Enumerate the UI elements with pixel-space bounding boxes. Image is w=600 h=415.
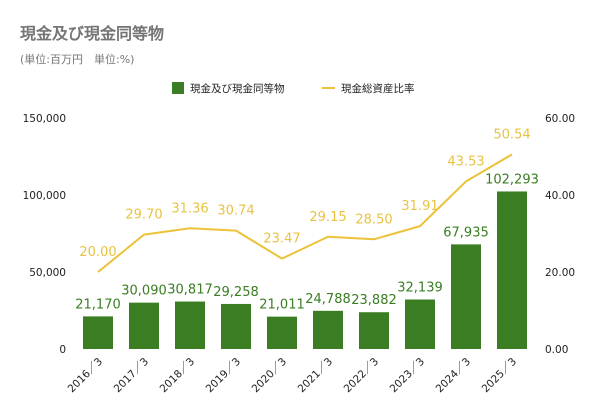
legend-label-bar: 現金及び現金同等物 — [190, 82, 285, 95]
bar — [221, 303, 251, 349]
x-tick-label: 2025／3 — [480, 356, 520, 396]
bar-data-label: 23,882 — [351, 293, 397, 308]
bar — [451, 244, 481, 349]
y-left-tick-label: 150,000 — [23, 113, 66, 125]
line-series — [97, 153, 513, 273]
line-data-label: 20.00 — [79, 245, 116, 260]
bars — [83, 191, 527, 349]
bar-data-label: 67,935 — [443, 225, 489, 240]
y-left-tick-label: 0 — [59, 344, 66, 356]
bar-data-label: 102,293 — [485, 172, 539, 187]
bar — [313, 310, 343, 349]
line-data-label: 30.74 — [217, 204, 254, 219]
bar-data-label: 21,170 — [75, 297, 121, 312]
x-tick-label: 2023／3 — [388, 356, 428, 396]
line-path — [97, 153, 513, 273]
line-data-label: 29.15 — [309, 210, 346, 225]
x-tick-label: 2022／3 — [342, 356, 382, 396]
bar — [267, 316, 297, 349]
legend-swatch-bar — [172, 82, 184, 94]
line-data-label: 28.50 — [355, 212, 392, 227]
line-data-label: 43.53 — [447, 154, 484, 169]
bar — [405, 299, 435, 349]
legend-label-line: 現金総資産比率 — [341, 82, 415, 95]
line-data-label: 31.91 — [401, 199, 438, 214]
x-tick-label: 2021／3 — [296, 356, 336, 396]
bar — [129, 302, 159, 349]
bar — [497, 191, 527, 349]
bar-data-label: 21,011 — [259, 298, 305, 313]
legend: 現金及び現金同等物 現金総資産比率 — [172, 82, 415, 95]
bar — [83, 316, 113, 349]
bar-data-label: 30,817 — [167, 283, 213, 298]
x-tick-label: 2017／3 — [112, 356, 152, 396]
y-right-tick-label: 0.00 — [545, 344, 568, 356]
bar — [175, 301, 205, 349]
bar-data-label: 29,258 — [213, 285, 259, 300]
x-tick-label: 2016／3 — [66, 356, 106, 396]
bar-data-label: 32,139 — [397, 281, 443, 296]
x-tick-label: 2020／3 — [250, 356, 290, 396]
line-data-label: 50.54 — [493, 127, 530, 142]
line-data-label: 23.47 — [263, 232, 300, 247]
bar — [359, 312, 389, 349]
chart-title: 現金及び現金同等物 — [20, 24, 165, 43]
y-left-tick-label: 50,000 — [29, 267, 66, 279]
y-left-tick-label: 100,000 — [23, 190, 66, 202]
bar-data-label: 30,090 — [121, 284, 167, 299]
line-data-label: 31.36 — [171, 201, 208, 216]
bar-data-label: 24,788 — [305, 292, 351, 307]
y-right-tick-label: 60.00 — [545, 113, 575, 125]
x-tick-label: 2024／3 — [434, 356, 474, 396]
x-tick-label: 2019／3 — [204, 356, 244, 396]
y-right-tick-label: 20.00 — [545, 267, 575, 279]
chart-subtitle: (単位:百万円 単位:%) — [20, 53, 135, 66]
y-right-tick-label: 40.00 — [545, 190, 575, 202]
x-tick-label: 2018／3 — [158, 356, 198, 396]
line-data-label: 29.70 — [125, 208, 162, 223]
